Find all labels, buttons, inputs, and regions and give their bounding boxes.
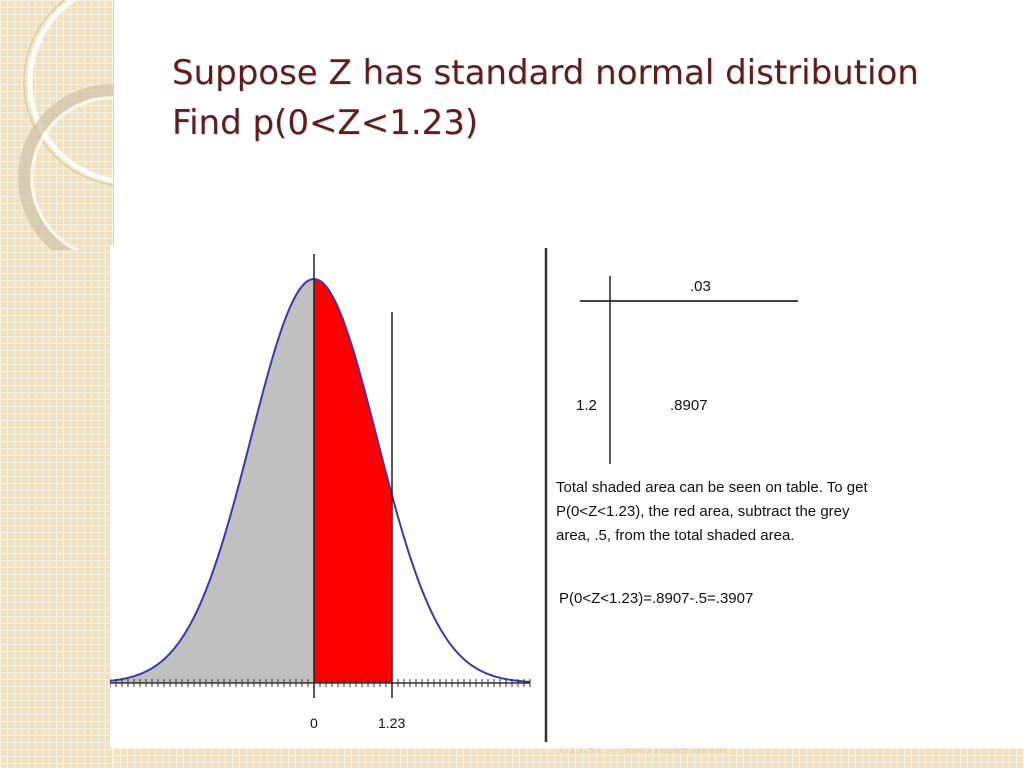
decorative-bottom-strip [113,748,1024,768]
decorative-rings [18,0,113,250]
red-area-region [314,279,392,683]
grey-area-region [110,279,314,683]
slide-title: Suppose Z has standard normal distributi… [172,48,1012,148]
title-line-2: Find p(0<Z<1.23) [172,103,479,143]
explanation-text: Total shaded area can be seen on table. … [556,479,868,544]
normal-distribution-figure: 0 1.23 .03 1.2 .8907 Total shaded area c… [110,246,890,748]
table-row-header: 1.2 [576,397,597,414]
x-axis-ticks [110,679,531,687]
normal-curve-line [110,277,531,683]
table-column-header: .03 [690,278,711,295]
table-cell-value: .8907 [670,397,708,414]
tick-label-zero: 0 [310,715,318,731]
equation-text: P(0<Z<1.23)=.8907-.5=.3907 [559,590,754,607]
decorative-sidebar [0,0,114,768]
title-line-1: Suppose Z has standard normal distributi… [172,53,919,93]
normal-curve-plot: 0 1.23 [110,254,531,731]
tick-label-1-23: 1.23 [378,715,405,731]
